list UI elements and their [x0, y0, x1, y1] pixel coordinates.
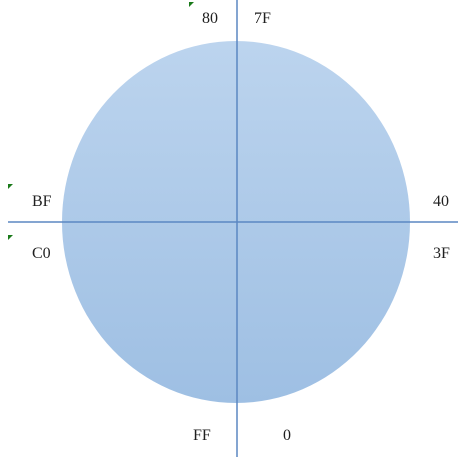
marker-left-lower — [8, 235, 13, 240]
label-right-lower: 3F — [433, 245, 450, 262]
marker-top — [189, 2, 194, 7]
label-left-upper: BF — [32, 193, 52, 210]
label-bottom-left: FF — [193, 427, 211, 444]
label-left-lower: C0 — [32, 245, 51, 262]
label-right-upper: 40 — [433, 193, 449, 210]
marker-left-upper — [8, 184, 13, 189]
label-top-right: 7F — [254, 10, 271, 27]
label-top-left: 80 — [202, 10, 218, 27]
label-bottom-right: 0 — [283, 427, 291, 444]
